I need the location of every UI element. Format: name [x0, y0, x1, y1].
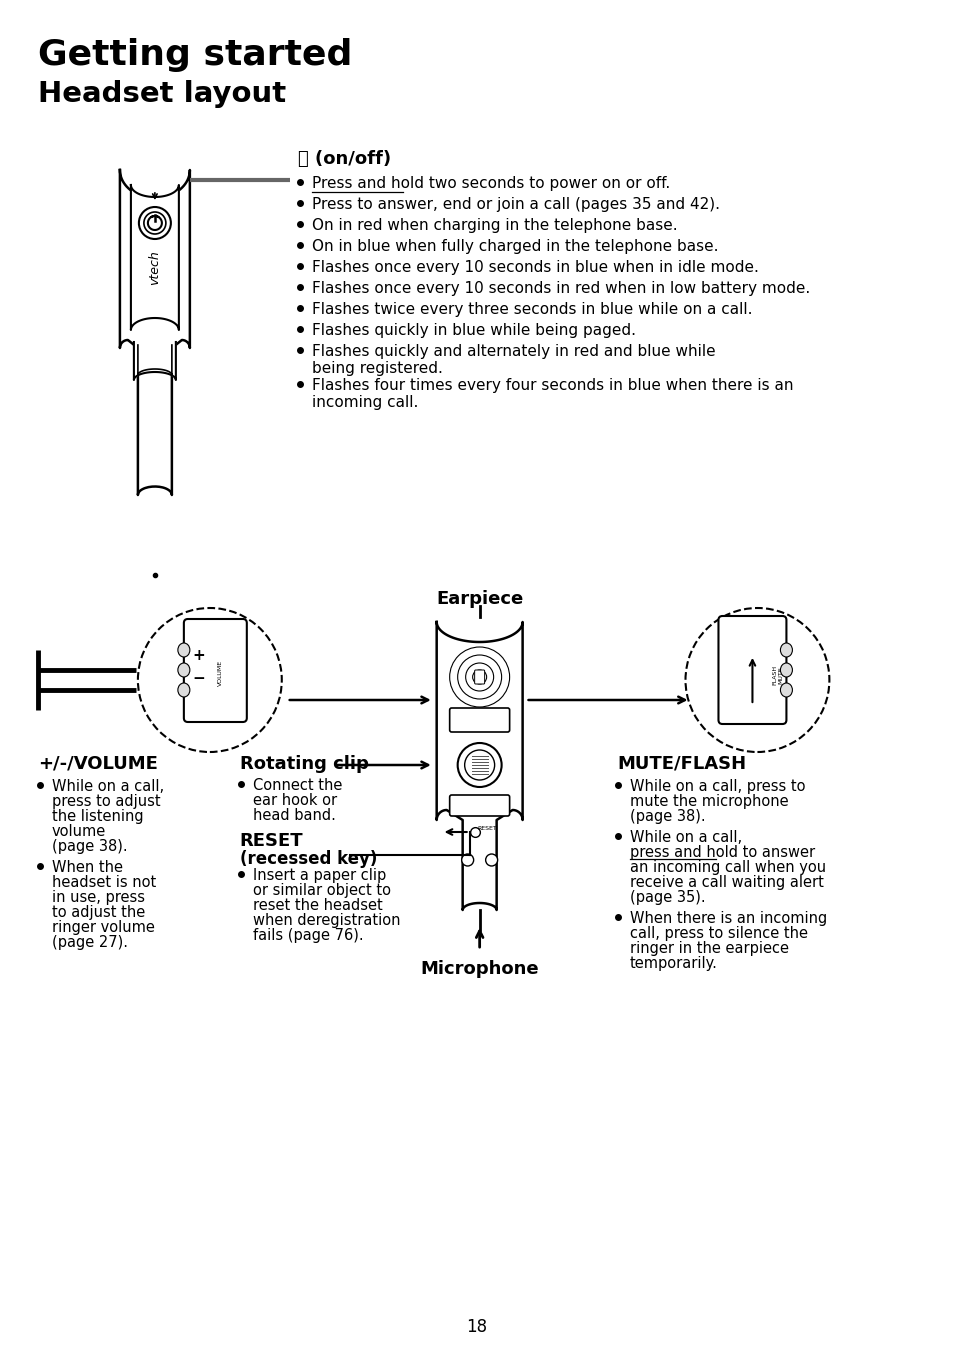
Text: +: +	[193, 649, 206, 663]
Text: mute the microphone: mute the microphone	[629, 793, 787, 808]
Circle shape	[144, 213, 166, 234]
Text: Headset layout: Headset layout	[38, 80, 286, 108]
Ellipse shape	[177, 682, 190, 697]
FancyBboxPatch shape	[449, 708, 509, 733]
Text: being registered.: being registered.	[312, 362, 442, 376]
Text: to adjust the: to adjust the	[51, 904, 145, 919]
Circle shape	[139, 207, 171, 240]
Polygon shape	[436, 621, 522, 910]
Text: While on a call, press to: While on a call, press to	[629, 779, 804, 793]
Text: Press to answer, end or join a call (pages 35 and 42).: Press to answer, end or join a call (pag…	[312, 196, 719, 213]
Text: On in blue when fully charged in the telephone base.: On in blue when fully charged in the tel…	[312, 240, 718, 255]
Text: When the: When the	[51, 860, 123, 875]
Ellipse shape	[780, 643, 792, 657]
Text: ringer volume: ringer volume	[51, 919, 154, 936]
Text: MUTE: MUTE	[778, 666, 782, 684]
Text: While on a call,: While on a call,	[51, 779, 164, 793]
Text: press to adjust: press to adjust	[51, 793, 160, 808]
FancyBboxPatch shape	[449, 795, 509, 816]
Text: MUTE/FLASH: MUTE/FLASH	[617, 756, 746, 773]
Text: the listening: the listening	[51, 808, 144, 825]
Text: Getting started: Getting started	[38, 38, 352, 72]
Text: When there is an incoming: When there is an incoming	[629, 911, 826, 926]
Text: vtech: vtech	[149, 250, 161, 284]
Text: ⏻ (on/off): ⏻ (on/off)	[297, 150, 391, 168]
Circle shape	[464, 750, 494, 780]
Text: or similar object to: or similar object to	[253, 883, 391, 898]
Ellipse shape	[177, 643, 190, 657]
Text: (page 38).: (page 38).	[629, 808, 704, 825]
Text: (page 27).: (page 27).	[51, 936, 128, 951]
Text: an incoming call when you: an incoming call when you	[629, 860, 824, 875]
FancyBboxPatch shape	[475, 670, 484, 684]
Text: On in red when charging in the telephone base.: On in red when charging in the telephone…	[312, 218, 677, 233]
Ellipse shape	[177, 663, 190, 677]
Ellipse shape	[780, 663, 792, 677]
Text: −: −	[193, 672, 206, 686]
Text: While on a call,: While on a call,	[629, 830, 740, 845]
Ellipse shape	[780, 682, 792, 697]
Text: fails (page 76).: fails (page 76).	[253, 927, 363, 942]
Text: Flashes twice every three seconds in blue while on a call.: Flashes twice every three seconds in blu…	[312, 302, 752, 317]
Text: Press and hold two seconds to power on or off.: Press and hold two seconds to power on o…	[312, 176, 669, 191]
Text: (page 35).: (page 35).	[629, 890, 704, 904]
Polygon shape	[131, 185, 178, 330]
Polygon shape	[120, 171, 190, 496]
Text: receive a call waiting alert: receive a call waiting alert	[629, 875, 822, 890]
Text: Flashes four times every four seconds in blue when there is an: Flashes four times every four seconds in…	[312, 378, 793, 393]
Text: RESET: RESET	[239, 831, 303, 850]
Text: temporarily.: temporarily.	[629, 956, 717, 971]
FancyBboxPatch shape	[718, 616, 785, 724]
Text: incoming call.: incoming call.	[312, 395, 417, 410]
Text: press and hold to answer: press and hold to answer	[629, 845, 814, 860]
Text: Flashes quickly in blue while being paged.: Flashes quickly in blue while being page…	[312, 324, 635, 338]
Circle shape	[461, 854, 473, 867]
Text: Rotating clip: Rotating clip	[239, 756, 368, 773]
Text: Flashes once every 10 seconds in red when in low battery mode.: Flashes once every 10 seconds in red whe…	[312, 282, 809, 297]
Text: reset the headset: reset the headset	[253, 898, 382, 913]
Text: call, press to silence the: call, press to silence the	[629, 926, 806, 941]
Text: Flashes once every 10 seconds in blue when in idle mode.: Flashes once every 10 seconds in blue wh…	[312, 260, 758, 275]
Text: Connect the: Connect the	[253, 779, 342, 793]
Text: (page 38).: (page 38).	[51, 839, 128, 854]
Text: ear hook or: ear hook or	[253, 793, 336, 808]
FancyBboxPatch shape	[184, 619, 247, 722]
Text: 18: 18	[466, 1317, 487, 1336]
Text: volume: volume	[51, 825, 106, 839]
Text: when deregistration: when deregistration	[253, 913, 400, 927]
Circle shape	[457, 743, 501, 787]
Text: Microphone: Microphone	[420, 960, 538, 978]
Text: Insert a paper clip: Insert a paper clip	[253, 868, 386, 883]
Polygon shape	[133, 343, 175, 380]
Text: head band.: head band.	[253, 808, 335, 823]
Text: in use, press: in use, press	[51, 890, 145, 904]
Text: RESET: RESET	[477, 826, 497, 831]
Text: ringer in the earpiece: ringer in the earpiece	[629, 941, 788, 956]
Text: (recessed key): (recessed key)	[239, 850, 376, 868]
Text: headset is not: headset is not	[51, 875, 156, 890]
Text: Flashes quickly and alternately in red and blue while: Flashes quickly and alternately in red a…	[312, 344, 715, 359]
Text: Earpiece: Earpiece	[436, 590, 523, 608]
Circle shape	[485, 854, 497, 867]
Text: VOLUME: VOLUME	[217, 659, 223, 686]
Text: +/-/VOLUME: +/-/VOLUME	[38, 756, 157, 773]
Text: FLASH: FLASH	[772, 665, 777, 685]
